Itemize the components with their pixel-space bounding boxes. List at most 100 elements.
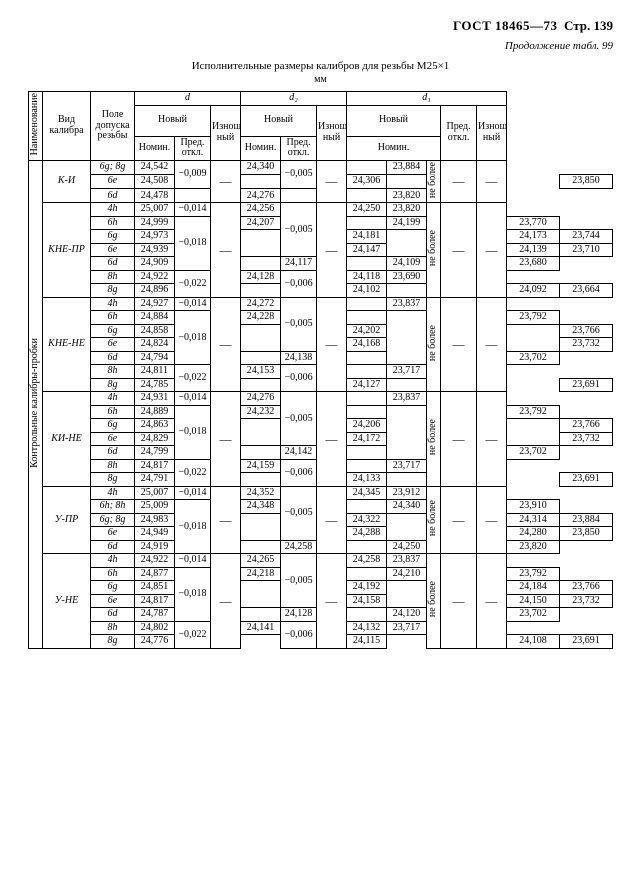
cell-tolerance: 6g	[91, 419, 135, 433]
cell-tolerance: 8h	[91, 621, 135, 635]
cell-tolerance: 8h	[91, 365, 135, 379]
cell-d-otk	[241, 230, 281, 244]
cell-d1-izn: 24,210	[387, 567, 427, 581]
cell-d-nom: 24,939	[135, 243, 175, 257]
cell-d2-nom: 24,265	[241, 554, 281, 568]
cell-d2-nom: 24,352	[241, 486, 281, 500]
cell-d1-izn: 24,108	[507, 635, 560, 649]
group-name: К-И	[43, 160, 91, 203]
cell-d2-nom: 24,258	[281, 540, 317, 554]
cell-neb: не более	[427, 554, 441, 649]
cell-d1-nom: 23,732	[560, 594, 613, 608]
cell-d2-otk	[347, 311, 387, 325]
cell-d2-otk: −0,006	[281, 365, 317, 392]
cell-d1-izn	[347, 160, 387, 174]
cell-d1-nom: 23,717	[387, 459, 427, 473]
cell-d-nom: 24,999	[135, 216, 175, 230]
cell-d1-nom: 23,837	[387, 392, 427, 406]
cell-d1-izn	[387, 311, 427, 325]
cell-d1-nom: 23,837	[387, 554, 427, 568]
cell-d2-otk: −0,005	[281, 554, 317, 608]
cell-d1-nom: 23,912	[387, 486, 427, 500]
cell-d-otk: −0,022	[175, 365, 211, 392]
cell-d-nom: 24,829	[135, 432, 175, 446]
cell-d2-izn: —	[317, 160, 347, 203]
cell-d-otk	[241, 243, 281, 257]
cell-d2-otk	[387, 378, 427, 392]
hdr-new-d2: Новый	[241, 105, 317, 136]
cell-d1-nom: 23,820	[507, 540, 560, 554]
cell-d-otk: −0,009	[175, 160, 211, 188]
hdr-otk-d: Пред. откл.	[175, 136, 211, 160]
cell-d-otk	[241, 594, 281, 608]
cell-d-nom: 24,949	[135, 527, 175, 541]
cell-d-nom: 25,007	[135, 486, 175, 500]
cell-d-otk	[241, 432, 281, 446]
cell-d2-nom: 24,306	[347, 175, 387, 189]
cell-d1-izn	[347, 297, 387, 311]
cell-d1-nom: 23,680	[507, 257, 560, 271]
cell-d-nom: 24,787	[135, 608, 175, 622]
cell-tolerance: 6e	[91, 594, 135, 608]
cell-d-nom: 25,009	[135, 500, 175, 514]
cell-d2-nom: 24,102	[347, 284, 387, 298]
cell-d-otk: −0,018	[175, 311, 211, 365]
cell-d1-otk: —	[441, 160, 477, 203]
cell-d1-nom: 23,884	[387, 160, 427, 174]
cell-d2-nom: 24,168	[347, 338, 387, 352]
cell-d1-nom: 23,820	[387, 189, 427, 203]
hdr-nom-d2: Номин.	[241, 136, 281, 160]
group-name: КНЕ-ПР	[43, 203, 91, 298]
cell-d1-izn: 24,250	[347, 203, 387, 217]
cell-d2-izn: —	[317, 554, 347, 649]
cell-d2-nom: 24,272	[241, 297, 281, 311]
side-label: Контрольные калибры-пробки	[29, 160, 43, 648]
group-name: У-ПР	[43, 486, 91, 554]
hdr-izn-d2: Изношен- ный	[317, 105, 347, 160]
cell-d2-otk: −0,005	[281, 297, 317, 351]
cell-d2-otk: −0,005	[281, 392, 317, 446]
cell-d1-izn: 24,250	[387, 540, 427, 554]
cell-d1-izn	[347, 392, 387, 406]
cell-tolerance: 4h	[91, 297, 135, 311]
cell-tolerance: 6d	[91, 446, 135, 460]
hdr-izn-d1: Изношен- ный	[477, 105, 507, 160]
caption-unit: мм	[28, 74, 613, 85]
cell-tolerance: 8g	[91, 378, 135, 392]
cell-tolerance: 4h	[91, 554, 135, 568]
cell-d-nom: 24,542	[135, 160, 175, 174]
cell-d2-nom: 24,228	[241, 311, 281, 325]
cell-d-nom: 24,791	[135, 473, 175, 487]
cell-d1-nom: 23,770	[507, 216, 560, 230]
cell-d2-otk	[387, 284, 427, 298]
cell-d2-otk	[387, 419, 427, 433]
cell-d2-otk	[347, 500, 387, 514]
cell-d-nom: 24,851	[135, 581, 175, 595]
cell-d2-nom: 24,159	[241, 459, 281, 473]
cell-d1-nom: 23,691	[560, 473, 613, 487]
cell-d1-izn	[507, 175, 560, 189]
cell-d-otk: −0,014	[175, 297, 211, 311]
cell-d-otk: −0,018	[175, 216, 211, 270]
cell-d-nom: 24,776	[135, 635, 175, 649]
cell-d1-izn	[507, 338, 560, 352]
cell-d1-nom: 23,850	[560, 527, 613, 541]
cell-d2-otk	[281, 189, 317, 203]
cell-d-nom: 24,858	[135, 324, 175, 338]
cell-d1-izn	[507, 324, 560, 338]
cell-d1-nom: 23,884	[560, 513, 613, 527]
cell-d-otk: −0,022	[175, 270, 211, 297]
cell-d-nom: 24,863	[135, 419, 175, 433]
cell-d1-izn: 24,118	[347, 270, 387, 284]
cell-tolerance: 6d	[91, 351, 135, 365]
cell-d-otk	[241, 540, 281, 554]
cell-tolerance: 8h	[91, 270, 135, 284]
cell-tolerance: 6g; 8g	[91, 513, 135, 527]
cell-d2-otk	[347, 567, 387, 581]
cell-d-otk	[241, 378, 281, 392]
cell-d2-nom: 24,158	[347, 594, 387, 608]
cell-d-otk	[241, 473, 281, 487]
cell-d2-otk	[347, 257, 387, 271]
group-name: КНЕ-НЕ	[43, 297, 91, 392]
cell-d-otk	[241, 419, 281, 433]
